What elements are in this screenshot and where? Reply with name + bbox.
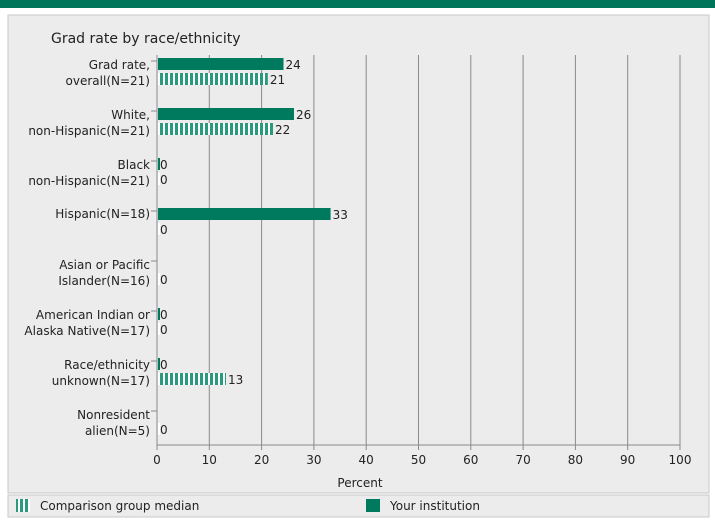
value-label-comparison: 13 bbox=[228, 373, 243, 387]
bar-comparison bbox=[158, 423, 160, 435]
bar-institution bbox=[158, 58, 284, 70]
category-label-line: Nonresident bbox=[77, 408, 150, 422]
chart-title: Grad rate by race/ethnicity bbox=[51, 31, 241, 47]
x-tick-label: 40 bbox=[359, 453, 374, 467]
x-tick-label: 10 bbox=[202, 453, 217, 467]
top-accent-bar bbox=[0, 0, 715, 8]
category-label-line: Alaska Native(N=17) bbox=[24, 324, 150, 338]
value-label-institution: 0 bbox=[160, 358, 168, 372]
category-label-line: Asian or Pacific bbox=[59, 258, 150, 272]
category-label-line: Islander(N=16) bbox=[58, 274, 150, 288]
category-label-line: alien(N=5) bbox=[85, 424, 150, 438]
value-label-comparison: 0 bbox=[160, 223, 168, 237]
category-label-line: American Indian or bbox=[36, 308, 150, 322]
category-label-line: non-Hispanic(N=21) bbox=[28, 174, 150, 188]
value-label-institution: 33 bbox=[333, 208, 348, 222]
x-axis: 0 10 20 30 40 50 60 70 80 90 100 bbox=[153, 55, 691, 467]
x-tick-label: 90 bbox=[620, 453, 635, 467]
bars bbox=[158, 58, 331, 435]
bar-institution bbox=[158, 208, 331, 220]
legend-item-institution: Your institution bbox=[366, 499, 480, 513]
x-axis-title: Percent bbox=[337, 476, 382, 490]
x-tick-label: 20 bbox=[254, 453, 269, 467]
bar-comparison bbox=[158, 123, 274, 135]
value-label-comparison: 0 bbox=[160, 423, 168, 437]
category-label-line: Grad rate, bbox=[89, 58, 150, 72]
legend-item-comparison: Comparison group median bbox=[16, 499, 199, 513]
legend-label-comparison: Comparison group median bbox=[40, 499, 199, 513]
bar-comparison bbox=[158, 323, 160, 335]
legend-label-institution: Your institution bbox=[389, 499, 480, 513]
value-label-comparison: 0 bbox=[160, 173, 168, 187]
x-tick-label: 80 bbox=[568, 453, 583, 467]
bar-comparison bbox=[158, 273, 160, 285]
category-label-line: overall(N=21) bbox=[66, 74, 150, 88]
x-tick-label: 30 bbox=[306, 453, 321, 467]
value-label-comparison: 21 bbox=[270, 73, 285, 87]
value-label-comparison: 0 bbox=[160, 273, 168, 287]
category-label-line: Race/ethnicity bbox=[64, 358, 150, 372]
bar-institution bbox=[158, 108, 294, 120]
bar-institution bbox=[158, 158, 160, 170]
value-label-comparison: 0 bbox=[160, 323, 168, 337]
bar-comparison bbox=[158, 223, 160, 235]
x-tick-label: 60 bbox=[463, 453, 478, 467]
category-label-line: unknown(N=17) bbox=[52, 374, 150, 388]
value-label-institution: 26 bbox=[296, 108, 311, 122]
category-label-line: non-Hispanic(N=21) bbox=[28, 124, 150, 138]
x-tick-label: 100 bbox=[669, 453, 692, 467]
x-tick-label: 50 bbox=[411, 453, 426, 467]
value-label-institution: 0 bbox=[160, 308, 168, 322]
value-label-institution: 24 bbox=[286, 58, 301, 72]
category-label-line: White, bbox=[111, 108, 150, 122]
bar-institution bbox=[158, 308, 160, 320]
bar-comparison bbox=[158, 173, 160, 185]
legend-area bbox=[7, 494, 710, 518]
value-label-comparison: 22 bbox=[275, 123, 290, 137]
category-label-line: Black bbox=[118, 158, 151, 172]
bar-comparison bbox=[158, 373, 226, 385]
bar-institution bbox=[158, 358, 160, 370]
chart-panel bbox=[7, 14, 710, 494]
legend-swatch-comparison bbox=[16, 499, 30, 512]
x-tick-label: 0 bbox=[153, 453, 161, 467]
category-label: Hispanic(N=18) bbox=[55, 207, 150, 221]
x-tick-label: 70 bbox=[515, 453, 530, 467]
bar-comparison bbox=[158, 73, 268, 85]
category-labels: Grad rate, overall(N=21) White, non-Hispani… bbox=[24, 58, 157, 438]
legend-swatch-institution bbox=[366, 499, 380, 512]
value-label-institution: 0 bbox=[160, 158, 168, 172]
